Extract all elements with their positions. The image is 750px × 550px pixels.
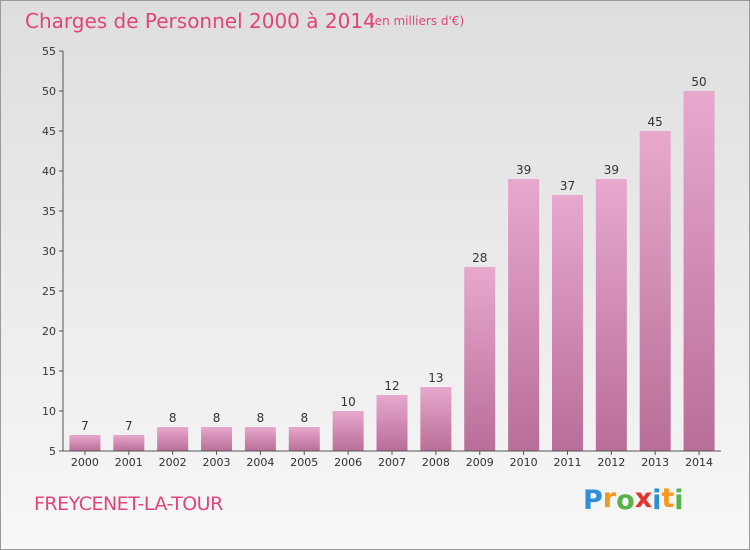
data-label-2013: 45 [648, 115, 663, 129]
x-tick-label-2007: 2007 [378, 456, 406, 469]
x-tick-label-2013: 2013 [641, 456, 669, 469]
bar-2014 [683, 91, 715, 451]
y-tick-label: 55 [42, 45, 56, 58]
x-tick-label-2000: 2000 [71, 456, 99, 469]
bar-2006 [332, 411, 364, 451]
data-label-2014: 50 [691, 75, 706, 89]
bar-2004 [244, 427, 276, 451]
y-tick-label: 30 [42, 245, 56, 258]
x-tick-label-2010: 2010 [510, 456, 538, 469]
x-tick-label-2003: 2003 [203, 456, 231, 469]
bar-2013 [639, 131, 671, 451]
bar-2007 [376, 395, 408, 451]
bar-2003 [201, 427, 233, 451]
data-label-2008: 13 [428, 371, 443, 385]
bar-2000 [69, 435, 101, 451]
y-tick-label: 15 [42, 365, 56, 378]
x-tick-label-2001: 2001 [115, 456, 143, 469]
data-label-2011: 37 [560, 179, 575, 193]
x-tick-label-2002: 2002 [159, 456, 187, 469]
y-tick-label: 20 [42, 325, 56, 338]
y-tick-label: 50 [42, 85, 56, 98]
y-tick-label: 5 [49, 445, 56, 458]
x-tick-label-2011: 2011 [553, 456, 581, 469]
data-label-2012: 39 [604, 163, 619, 177]
bar-2009 [464, 267, 496, 451]
x-tick-label-2008: 2008 [422, 456, 450, 469]
bar-2012 [595, 179, 627, 451]
data-label-2006: 10 [340, 395, 355, 409]
bar-2011 [551, 195, 583, 451]
bar-2010 [508, 179, 540, 451]
x-tick-label-2012: 2012 [597, 456, 625, 469]
bar-2005 [288, 427, 320, 451]
data-label-2007: 12 [384, 379, 399, 393]
y-tick-label: 25 [42, 285, 56, 298]
logo-letter: i [652, 485, 662, 516]
chart-title: Charges de Personnel 2000 à 2014 [25, 9, 376, 33]
logo-letter: r [602, 483, 617, 514]
x-tick-label-2014: 2014 [685, 456, 713, 469]
proxiti-logo: Proxiti [583, 483, 684, 516]
logo-letter: o [616, 485, 635, 516]
bar-2002 [157, 427, 189, 451]
bars-group: 7 7 8 8 8 8 10 12 13 28 39 37 39 45 50 [69, 75, 715, 451]
data-label-2003: 8 [213, 411, 221, 425]
chart-subtitle: (en milliers d'€) [370, 14, 464, 28]
x-tick-label-2004: 2004 [246, 456, 274, 469]
bar-2008 [420, 387, 452, 451]
x-axis: 2000 2001 2002 2003 2004 2005 2006 2007 2008 2009… [63, 450, 721, 469]
data-label-2004: 8 [257, 411, 265, 425]
y-tick-label: 10 [42, 405, 56, 418]
data-label-2002: 8 [169, 411, 177, 425]
x-tick-label-2005: 2005 [290, 456, 318, 469]
data-label-2001: 7 [125, 419, 133, 433]
data-label-2009: 28 [472, 251, 487, 265]
x-tick-label-2009: 2009 [466, 456, 494, 469]
logo-letter: t [661, 483, 675, 514]
y-tick-label: 35 [42, 205, 56, 218]
y-tick-label: 45 [42, 125, 56, 138]
data-label-2005: 8 [300, 411, 308, 425]
logo-letter: x [634, 483, 653, 514]
data-label-2000: 7 [81, 419, 89, 433]
x-tick-label-2006: 2006 [334, 456, 362, 469]
bar-2001 [113, 435, 145, 451]
y-tick-label: 40 [42, 165, 56, 178]
logo-letter: P [583, 485, 603, 516]
logo-letter: i [674, 485, 684, 516]
y-axis: 5 10 15 20 25 30 35 40 45 50 55 [42, 45, 64, 458]
commune-name: FREYCENET-LA-TOUR [34, 493, 223, 515]
data-label-2010: 39 [516, 163, 531, 177]
